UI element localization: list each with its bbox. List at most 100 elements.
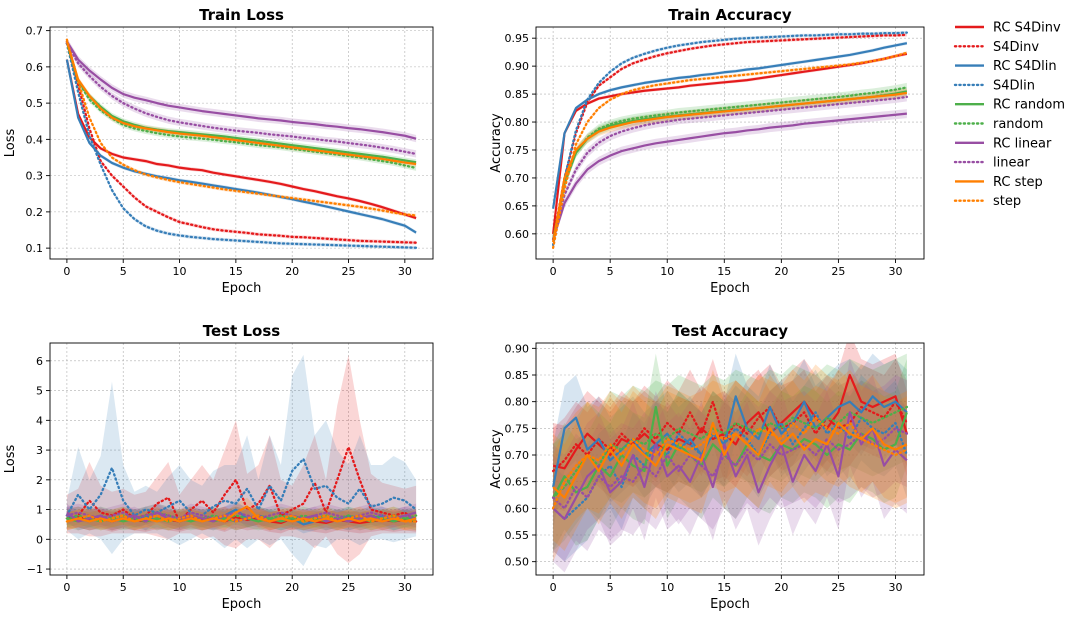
x-tick-label: 10 (660, 581, 674, 594)
y-tick-label: 6 (36, 355, 43, 368)
y-tick-label: 4 (36, 414, 43, 427)
y-axis-label: Accuracy (489, 429, 504, 489)
y-tick-label: 0.65 (505, 200, 530, 213)
x-axis-label: Epoch (710, 281, 750, 296)
x-axis-label: Epoch (222, 597, 262, 612)
series-line-random (551, 86, 909, 241)
x-tick-label: 20 (285, 265, 299, 278)
legend-item-s4dinv: S4Dinv (953, 40, 1039, 55)
x-tick-label: 30 (398, 581, 412, 594)
series-line-rc-s4dinv (65, 59, 417, 220)
series-line-rc-step (65, 41, 417, 166)
x-tick-label: 30 (398, 265, 412, 278)
x-tick-label: 25 (342, 581, 356, 594)
series-line-rc-s4dlin (552, 42, 908, 209)
x-tick-label: 5 (120, 265, 127, 278)
y-tick-label: 0.80 (505, 396, 530, 409)
x-tick-label: 0 (63, 581, 70, 594)
x-tick-label: 5 (607, 581, 614, 594)
legend-label: RC linear (993, 136, 1052, 151)
y-axis-label: Accuracy (489, 113, 504, 173)
band-rc-random (553, 353, 907, 551)
legend: RC S4Dinv S4Dinv RC S4Dlin S4Dlin RC random r… (953, 21, 1065, 209)
legend-item-rc-linear: RC linear (955, 136, 1052, 151)
y-tick-label: 0.75 (505, 422, 530, 435)
y-tick-label: 0.3 (26, 170, 44, 183)
x-tick-label: 15 (229, 265, 243, 278)
series-line-random (65, 42, 418, 170)
legend-item-s4dlin: S4Dlin (953, 78, 1035, 93)
series-line-rc-linear (65, 40, 417, 140)
x-tick-label: 25 (342, 265, 356, 278)
y-tick-label: 0.85 (505, 369, 530, 382)
series-line-rc-linear (552, 112, 907, 240)
axes-frame (535, 26, 925, 260)
x-tick-label: 20 (774, 581, 788, 594)
series-line-s4dinv (65, 445, 418, 523)
y-tick-label: 0.7 (26, 25, 44, 38)
y-tick-label: 0.90 (505, 342, 530, 355)
y-tick-label: 3 (36, 444, 43, 457)
panel-test-loss: 0 5 10 15 20 25 30 −1 0 1 2 3 4 5 6 Test Loss Epoch Loss (3, 322, 434, 612)
series-line-step (65, 38, 418, 217)
y-tick-label: 0.75 (505, 144, 530, 157)
series-line-rc-random (65, 41, 417, 164)
x-tick-label: 25 (831, 581, 845, 594)
series-line-linear (551, 95, 909, 241)
legend-item-linear: linear (953, 156, 1030, 171)
panel-train-accuracy: 0 5 10 15 20 25 30 0.60 0.65 0.70 0.75 0.80 0.85 0.90… (489, 6, 925, 296)
y-tick-label: 2 (36, 474, 43, 487)
band-s4dlin (66, 354, 417, 567)
y-tick-label: 0.90 (505, 60, 530, 73)
legend-label: S4Dinv (993, 40, 1039, 55)
legend-item-random: random (953, 117, 1043, 132)
y-tick-label: 0.1 (26, 242, 44, 255)
legend-label: RC S4Dlin (993, 59, 1057, 74)
series-line-rc-step (552, 91, 908, 243)
series-line-s4dlin (65, 457, 418, 517)
series-line-step (551, 51, 909, 249)
x-tick-label: 15 (717, 265, 731, 278)
legend-item-rc-s4dlin: RC S4Dlin (955, 59, 1057, 74)
x-tick-label: 15 (717, 581, 731, 594)
legend-label: random (993, 117, 1043, 132)
band-rc-step (553, 88, 907, 247)
y-tick-label: 0 (36, 533, 43, 546)
y-tick-label: 0.65 (505, 476, 530, 489)
legend-label: linear (993, 156, 1030, 171)
y-tick-label: 0.2 (26, 206, 44, 219)
axes-frame (535, 342, 925, 576)
series-line-s4dinv (65, 40, 418, 244)
y-tick-label: 0.50 (505, 556, 530, 569)
series-line-linear (65, 42, 418, 156)
series-line-step (551, 416, 909, 510)
plot-area (551, 30, 909, 250)
y-tick-label: −1 (27, 563, 43, 576)
legend-label: RC S4Dinv (993, 21, 1061, 36)
legend-label: RC step (993, 175, 1043, 190)
y-tick-label: 0.70 (505, 449, 530, 462)
series-line-step (65, 514, 418, 523)
chart-title: Train Loss (199, 6, 284, 24)
x-tick-label: 10 (173, 265, 187, 278)
series-line-linear (551, 427, 909, 510)
grid (50, 27, 433, 259)
grid (536, 27, 924, 259)
series-line-s4dlin (551, 31, 909, 247)
y-tick-label: 0.55 (505, 529, 530, 542)
y-tick-label: 0.6 (26, 61, 44, 74)
band-random (553, 353, 907, 551)
chart-title: Train Accuracy (668, 6, 792, 24)
band-linear (66, 39, 417, 158)
x-tick-label: 30 (888, 581, 902, 594)
y-tick-label: 0.60 (505, 502, 530, 515)
chart-title: Test Accuracy (672, 322, 788, 340)
legend-label: step (993, 194, 1021, 209)
y-axis-label: Loss (3, 129, 18, 158)
x-tick-label: 0 (63, 265, 70, 278)
y-tick-label: 0.80 (505, 116, 530, 129)
panel-test-accuracy: 0 5 10 15 20 25 30 0.50 0.55 0.60 0.65 0.70 0.75 0.80… (489, 322, 925, 612)
legend-item-rc-step: RC step (955, 175, 1043, 190)
x-tick-label: 15 (229, 581, 243, 594)
